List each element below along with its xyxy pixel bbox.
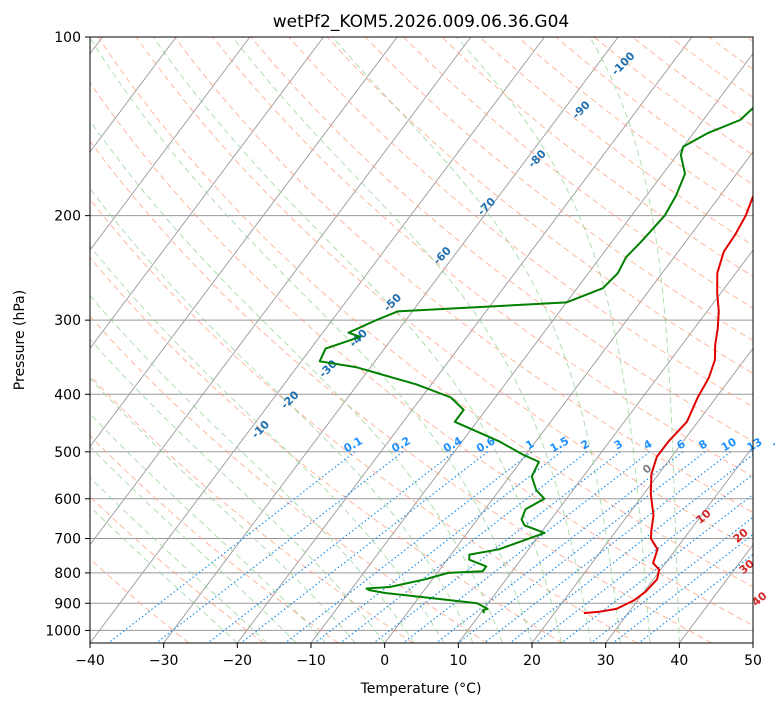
- dry-adiabat-line: [97, 37, 753, 588]
- dewpoint-profile-line: [318, 106, 753, 614]
- background-lines: [90, 37, 753, 643]
- isotherm-line: [163, 37, 619, 643]
- isotherm-line: [236, 37, 693, 643]
- isotherm-line: [310, 52, 753, 643]
- isotherm-line: [90, 37, 545, 643]
- mixing-ratio-line: [402, 451, 650, 643]
- series-lines: [318, 106, 753, 615]
- mixing-ratio-line: [314, 451, 562, 643]
- dry-adiabat-line: [90, 256, 563, 643]
- x-tick-label: 0: [380, 653, 389, 669]
- isotherm-line: [90, 37, 177, 153]
- mixing-ratio-line: [535, 473, 753, 643]
- y-tick-label: 900: [54, 596, 81, 612]
- mixing-ratio-line: [483, 451, 732, 643]
- x-tick-label: −40: [75, 653, 105, 669]
- moist-adiabat-line: [232, 37, 592, 643]
- mixing-ratio-line: [457, 451, 706, 643]
- moist-adiabat-line: [90, 476, 268, 643]
- mixing-ratio-line: [284, 451, 533, 643]
- y-tick-label: 1000: [45, 623, 81, 639]
- mixing-ratio-line: [373, 451, 621, 643]
- isotherm-line: [90, 37, 324, 350]
- mixing-ratio-line: [340, 451, 588, 643]
- isotherm-line: [605, 445, 753, 643]
- x-tick-label: 20: [523, 653, 541, 669]
- y-tick-label: 400: [54, 387, 81, 403]
- dry-adiabat-line: [135, 37, 753, 550]
- y-tick-label: 800: [54, 566, 81, 582]
- dry-adiabat-line: [212, 37, 753, 478]
- dry-adiabat-line: [174, 37, 753, 513]
- moist-adiabat-line: [90, 37, 533, 643]
- mixing-ratio-line: [612, 533, 753, 643]
- mixing-ratio-line: [240, 451, 488, 643]
- x-tick-label: −20: [223, 653, 253, 669]
- isotherm-line: [90, 37, 398, 448]
- mixing-ratio-line: [155, 451, 404, 643]
- mixing-ratio-line: [509, 453, 753, 643]
- mixing-ratio-line: [108, 451, 356, 643]
- moist-adiabat-line: [90, 412, 327, 643]
- moist-adiabat-line: [90, 119, 503, 643]
- moist-adiabat-line: [456, 37, 651, 643]
- chart-title: wetPf2_KOM5.2026.009.06.36.G04: [273, 12, 569, 32]
- plot-frame: [89, 36, 754, 644]
- moist-adiabat-line: [90, 294, 415, 643]
- x-tick-label: 40: [670, 653, 688, 669]
- y-tick-label: 600: [54, 492, 81, 508]
- isotherm-line: [90, 37, 251, 251]
- y-axis-label: Pressure (hPa): [12, 290, 28, 390]
- x-tick-label: 30: [597, 653, 615, 669]
- dry-adiabat-line: [90, 82, 753, 626]
- x-tick-label: −30: [149, 653, 179, 669]
- axis-ticks: −40 −30 −20 −10 0 10 20 30 40 50 100 200 300 400 500 60…: [45, 30, 762, 669]
- mixing-ratio-line: [435, 451, 684, 643]
- mixing-ratio-line: [638, 553, 753, 643]
- mixing-ratio-line: [590, 516, 753, 643]
- y-tick-label: 500: [54, 445, 81, 461]
- x-axis-label: Temperature (°C): [360, 681, 482, 697]
- isotherm-line: [531, 347, 753, 643]
- isotherm-line: [457, 249, 753, 643]
- moist-adiabat-line: [90, 338, 386, 643]
- dry-adiabat-line: [250, 37, 753, 443]
- moist-adiabat-line: [331, 37, 621, 643]
- dry-adiabat-line: [90, 374, 414, 643]
- x-tick-label: 10: [449, 653, 467, 669]
- y-tick-label: 200: [54, 209, 81, 225]
- mixing-ratio-label: 16: [771, 435, 775, 454]
- x-tick-label: 50: [744, 653, 762, 669]
- dry-adiabat-line: [364, 37, 753, 342]
- moist-adiabat-line: [589, 37, 680, 643]
- isotherm-line: [90, 37, 472, 546]
- temperature-profile-line: [583, 193, 753, 615]
- y-tick-label: 100: [54, 30, 81, 46]
- line-labels: 0.10.20.40.611.5234681013162025303610203…: [249, 49, 775, 609]
- moist-adiabat-line: [152, 37, 562, 643]
- mixing-ratio-line: [207, 451, 455, 643]
- isotherm-line: [752, 642, 753, 643]
- x-tick-label: −10: [296, 653, 326, 669]
- dry-adiabat-line: [90, 198, 638, 643]
- dry-adiabat-line: [90, 140, 712, 643]
- moist-adiabat-line: [90, 505, 238, 643]
- y-tick-label: 700: [54, 532, 81, 548]
- moist-adiabat-line: [90, 188, 474, 643]
- dry-adiabat-line: [90, 434, 339, 643]
- y-tick-label: 300: [54, 313, 81, 329]
- isotherm-line: [384, 151, 753, 643]
- dry-adiabat-line: [403, 37, 753, 309]
- moist-adiabat-line: [90, 445, 297, 643]
